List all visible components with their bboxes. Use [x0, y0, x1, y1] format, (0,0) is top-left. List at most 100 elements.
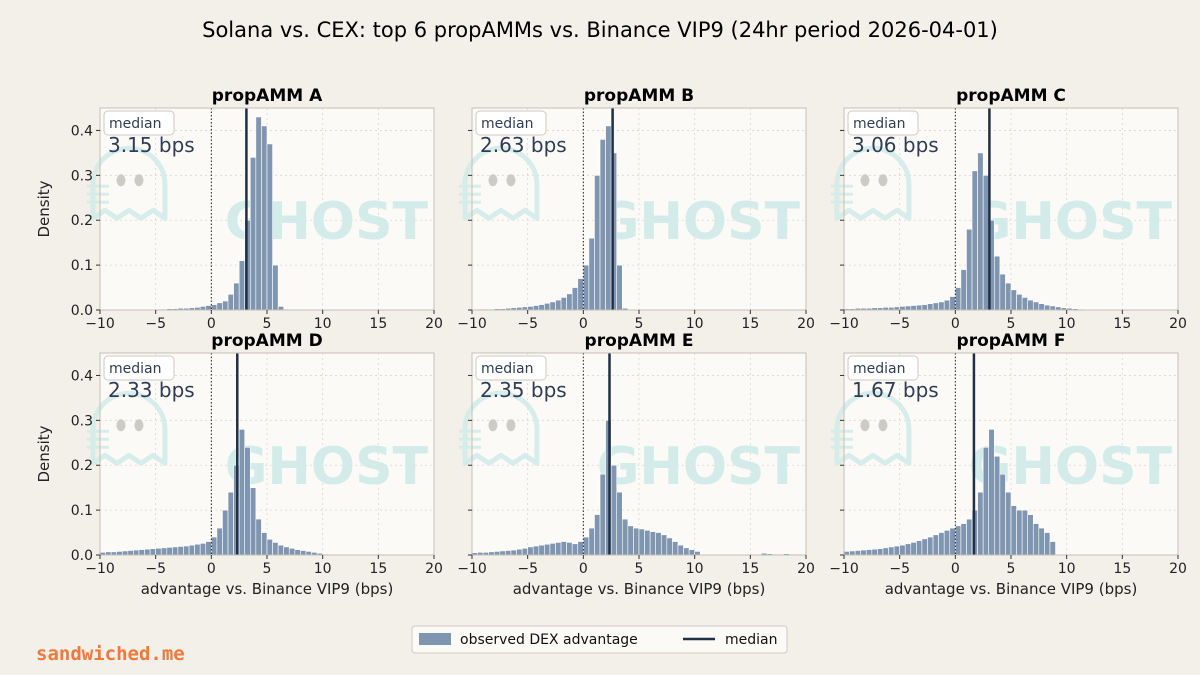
median-annotation-box	[847, 110, 919, 136]
x-tick-label: 10	[1058, 561, 1076, 577]
x-tick-label: 20	[797, 316, 815, 332]
histogram-bar	[1032, 301, 1040, 311]
histogram-bar	[571, 287, 579, 311]
x-tick-label: −10	[85, 316, 115, 332]
x-tick-label: 5	[1007, 561, 1016, 577]
median-annotation-value: 2.63 bps	[480, 133, 567, 157]
legend-bar-swatch	[419, 633, 451, 645]
ghost-eye	[488, 419, 498, 432]
histogram-bar	[610, 464, 618, 556]
x-tick-label: 20	[797, 561, 815, 577]
ghost-eye	[134, 174, 144, 187]
histogram-bar	[555, 299, 562, 311]
histogram-bar	[194, 543, 201, 556]
histogram-bar	[932, 302, 939, 311]
histogram-bar	[921, 304, 928, 311]
panel-title: propAMM B	[584, 86, 694, 106]
histogram-bar	[233, 282, 240, 311]
histogram-bar	[938, 301, 945, 311]
histogram-bar	[672, 541, 679, 556]
x-tick-label: −5	[145, 561, 166, 577]
histogram-bar	[227, 491, 234, 556]
histogram-bar	[288, 547, 296, 556]
histogram-bar	[960, 523, 967, 556]
histogram-bar	[599, 139, 606, 311]
histogram-bar	[527, 306, 534, 311]
x-tick-label: −10	[85, 561, 115, 577]
histogram-bar	[160, 547, 168, 556]
y-tick-label: 0.2	[71, 458, 93, 474]
histogram-bar	[588, 527, 595, 556]
histogram-bar	[238, 260, 246, 311]
histogram-bar	[616, 264, 623, 311]
histogram-bar	[121, 550, 129, 556]
x-tick-label: 5	[263, 561, 272, 577]
x-tick-label: −5	[517, 316, 538, 332]
histogram-bar	[594, 514, 601, 556]
x-tick-label: −10	[457, 561, 487, 577]
histogram-bar	[982, 175, 990, 311]
ghost-eye	[860, 419, 870, 432]
histogram-bar	[955, 525, 962, 556]
histogram-bar	[877, 548, 884, 556]
legend: observed DEX advantage median	[411, 625, 788, 654]
histogram-bar	[510, 549, 517, 556]
x-axis-label: advantage vs. Binance VIP9 (bps)	[141, 580, 394, 598]
ghost-eye	[488, 174, 498, 187]
ghost-eye	[116, 174, 126, 187]
panel-title: propAMM C	[956, 86, 1066, 106]
histogram-bar	[644, 530, 651, 556]
histogram-bar	[199, 306, 207, 311]
median-annotation-value: 2.35 bps	[480, 378, 567, 402]
ghost-outline	[834, 145, 912, 221]
histogram-bar	[283, 546, 290, 556]
histogram-bar	[588, 237, 595, 311]
ghost-watermark-icon	[86, 145, 168, 221]
panel-title: propAMM F	[957, 331, 1066, 351]
histogram-bar	[849, 550, 856, 556]
brand-label: sandwiched.me	[36, 643, 185, 665]
histogram-bar	[1032, 523, 1040, 556]
x-tick-label: 10	[1058, 316, 1076, 332]
histogram-bar	[211, 536, 218, 556]
histogram-bar	[854, 550, 862, 556]
histogram-bar	[277, 544, 284, 556]
ghost-watermark-icon	[830, 390, 912, 466]
histogram-bar	[300, 550, 307, 556]
panel-title: propAMM E	[585, 331, 694, 351]
x-tick-label: 5	[635, 561, 644, 577]
ghost-eye	[506, 419, 516, 432]
panel-title: propAMM D	[211, 331, 322, 351]
y-axis-label: Density	[35, 425, 53, 482]
ghost-outline	[834, 390, 912, 466]
ghost-eye	[116, 419, 126, 432]
x-axis-label: advantage vs. Binance VIP9 (bps)	[513, 580, 766, 598]
watermark-text: GHOST	[225, 437, 429, 497]
ghost-outline	[90, 145, 168, 221]
median-annotation-label: median	[853, 361, 905, 377]
histogram-bar	[899, 544, 906, 556]
ghost-watermark-icon	[86, 390, 168, 466]
histogram-bar	[549, 543, 556, 556]
watermark-text: GHOST	[969, 192, 1173, 252]
histogram-bar	[255, 518, 262, 556]
histogram-bar	[155, 547, 162, 556]
histogram-bar	[1010, 505, 1017, 556]
x-tick-label: 15	[369, 316, 387, 332]
median-annotation-value: 1.67 bps	[852, 378, 939, 402]
histogram-bar	[222, 300, 229, 311]
histogram-bar	[910, 542, 917, 556]
median-annotation-box	[103, 110, 175, 136]
histogram-bar	[250, 487, 257, 556]
ghost-watermark-icon	[830, 145, 912, 221]
histogram-bar	[1027, 299, 1034, 311]
median-annotation-box	[847, 355, 919, 381]
histogram-bar	[577, 541, 584, 556]
figure-title: Solana vs. CEX: top 6 propAMMs vs. Binan…	[202, 18, 998, 42]
histogram-bar	[1044, 532, 1051, 556]
histogram-bar	[261, 532, 268, 556]
